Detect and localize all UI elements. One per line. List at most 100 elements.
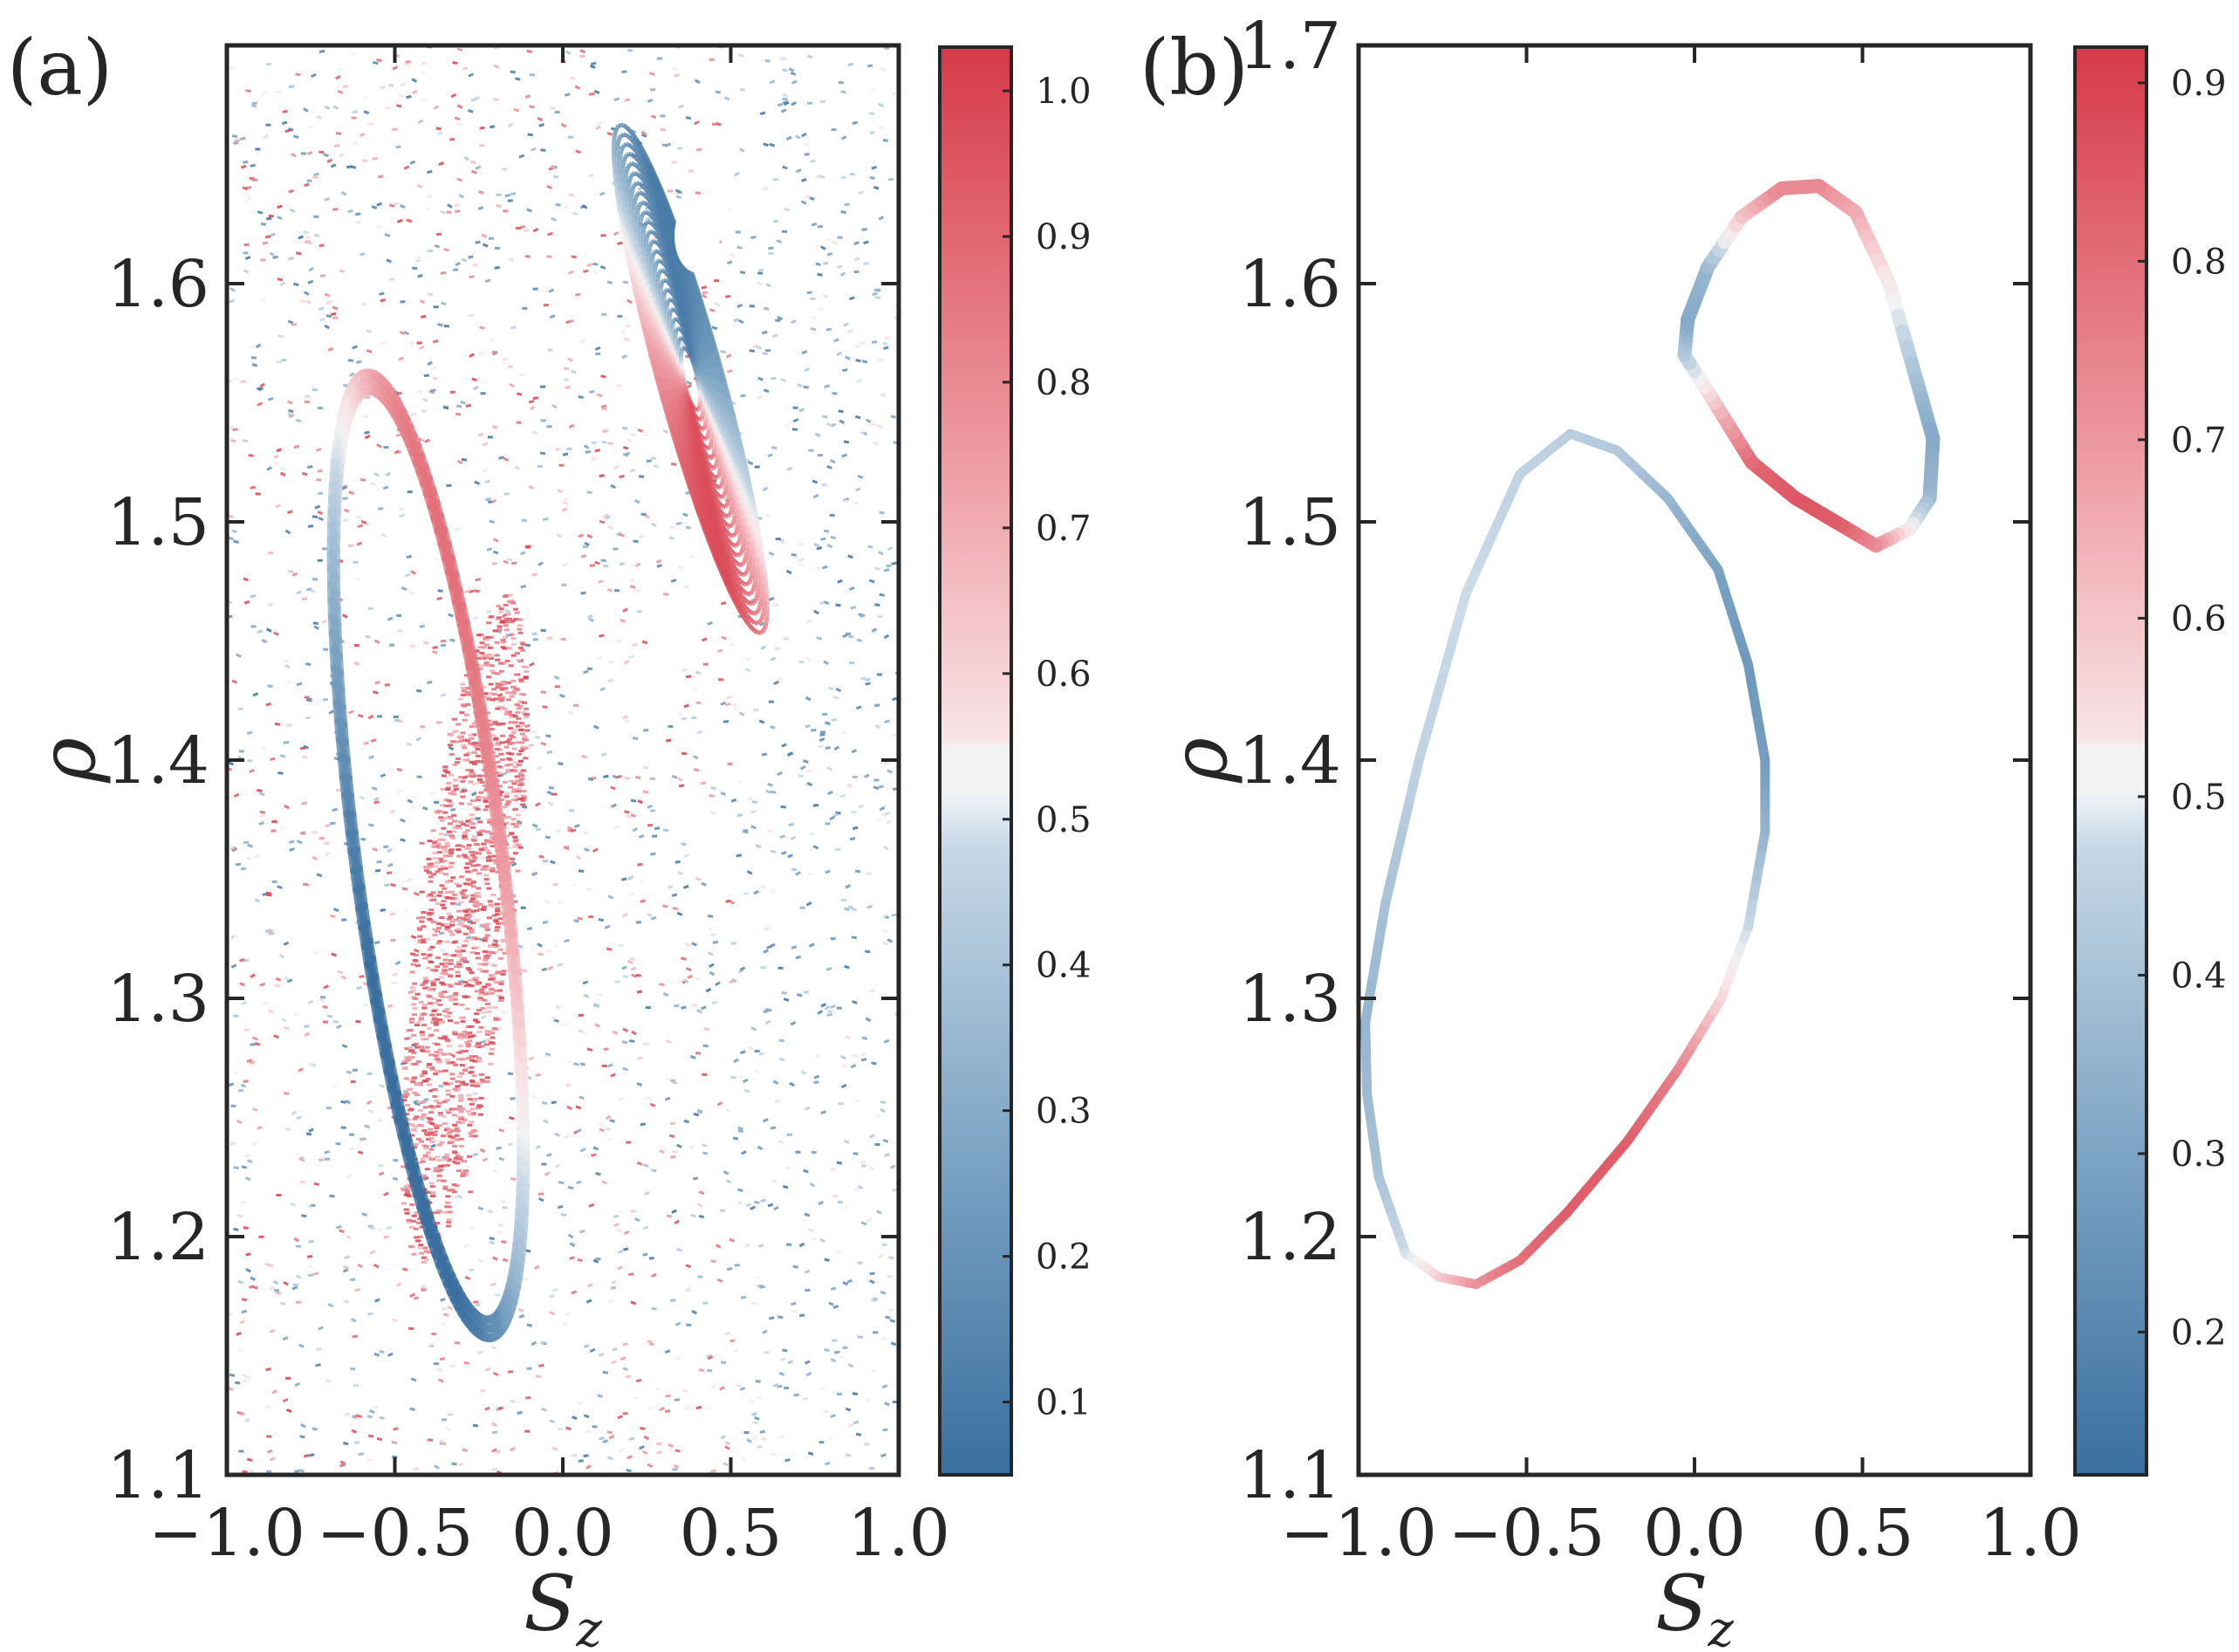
scatter-point — [496, 705, 503, 709]
scatter-point — [295, 1274, 302, 1279]
scatter-point — [466, 1056, 472, 1059]
scatter-point — [279, 1301, 286, 1306]
scatter-point — [435, 942, 442, 945]
scatter-point — [641, 1450, 648, 1455]
scatter-point — [773, 603, 779, 607]
scatter-point — [682, 512, 688, 518]
scatter-point — [762, 1329, 768, 1334]
panel-a-data-marks — [227, 45, 899, 1475]
scatter-point — [825, 869, 831, 874]
scatter-point — [359, 975, 365, 978]
scatter-point — [709, 308, 716, 312]
scatter-point — [475, 1020, 481, 1024]
scatter-point — [488, 236, 495, 240]
scatter-point — [784, 207, 791, 212]
scatter-point — [277, 885, 283, 889]
scatter-point — [531, 632, 537, 636]
scatter-point — [853, 270, 859, 274]
scatter-point — [432, 1124, 438, 1128]
scatter-point — [462, 1169, 469, 1173]
scatter-point — [282, 1336, 289, 1341]
scatter-point — [433, 1073, 439, 1076]
scatter-point — [508, 1115, 515, 1121]
scatter-point — [497, 773, 503, 777]
scatter-point — [400, 299, 406, 304]
scatter-point — [380, 908, 386, 912]
scatter-point — [406, 1221, 412, 1224]
scatter-point — [313, 172, 319, 176]
scatter-point — [428, 1133, 434, 1136]
scatter-point — [261, 639, 268, 644]
scatter-point — [617, 1265, 623, 1271]
scatter-point — [572, 703, 579, 707]
scatter-point — [490, 975, 496, 978]
scatter-point — [575, 1105, 582, 1110]
scatter-point — [746, 797, 753, 802]
scatter-point — [498, 1128, 505, 1133]
scatter-point — [872, 340, 878, 344]
scatter-point — [636, 1161, 643, 1166]
scatter-point — [465, 703, 471, 707]
scatter-point — [448, 817, 455, 820]
scatter-point — [357, 524, 364, 529]
scatter-point — [551, 1100, 557, 1105]
scatter-point — [574, 85, 581, 90]
scatter-point — [525, 1396, 531, 1400]
scatter-point — [526, 1367, 532, 1371]
scatter-point — [326, 1014, 333, 1018]
vortex-segment — [763, 615, 770, 623]
scatter-point — [729, 1237, 735, 1243]
scatter-point — [640, 1122, 647, 1127]
vortex-segment — [622, 123, 627, 129]
scatter-point — [616, 384, 622, 387]
scatter-point — [809, 832, 815, 836]
scatter-point — [433, 1029, 439, 1032]
scatter-point — [376, 202, 383, 207]
scatter-point — [633, 1217, 640, 1223]
scatter-point — [455, 1169, 462, 1172]
scatter-point — [643, 729, 649, 732]
scatter-point — [622, 715, 628, 720]
scatter-point — [462, 789, 468, 792]
scatter-point — [490, 1042, 496, 1045]
scatter-point — [772, 178, 778, 182]
scatter-point — [265, 1405, 271, 1409]
scatter-point — [324, 852, 331, 857]
scatter-point — [245, 89, 251, 93]
scatter-point — [619, 532, 626, 538]
scatter-point — [350, 1278, 356, 1281]
scatter-point — [509, 752, 515, 756]
scatter-point — [436, 596, 442, 601]
scatter-point — [277, 334, 284, 339]
scatter-point — [242, 439, 249, 443]
scatter-point — [373, 639, 380, 644]
scatter-point — [425, 1137, 431, 1141]
scatter-point — [421, 910, 427, 914]
scatter-point — [811, 1236, 818, 1242]
scatter-point — [873, 288, 880, 291]
scatter-point — [669, 1121, 676, 1126]
scatter-point — [378, 1171, 385, 1176]
scatter-point — [815, 262, 821, 266]
scatter-point — [447, 1011, 453, 1015]
scatter-point — [252, 1107, 258, 1113]
scatter-point — [352, 1334, 359, 1339]
scatter-point — [483, 661, 490, 664]
scatter-point — [463, 910, 469, 914]
scatter-point — [800, 200, 807, 205]
scatter-point — [482, 905, 488, 908]
scatter-point — [449, 1073, 455, 1076]
scatter-point — [462, 853, 468, 857]
scatter-point — [762, 330, 768, 335]
scatter-point — [624, 810, 630, 814]
scatter-point — [341, 485, 347, 490]
scatter-point — [431, 997, 437, 1000]
scatter-point — [493, 981, 499, 984]
scatter-point — [838, 81, 844, 85]
scatter-point — [869, 1134, 875, 1139]
scatter-point — [493, 1017, 499, 1020]
scatter-point — [392, 971, 399, 977]
scatter-point — [644, 1190, 650, 1196]
scatter-point — [470, 792, 477, 797]
scatter-point — [380, 532, 387, 538]
